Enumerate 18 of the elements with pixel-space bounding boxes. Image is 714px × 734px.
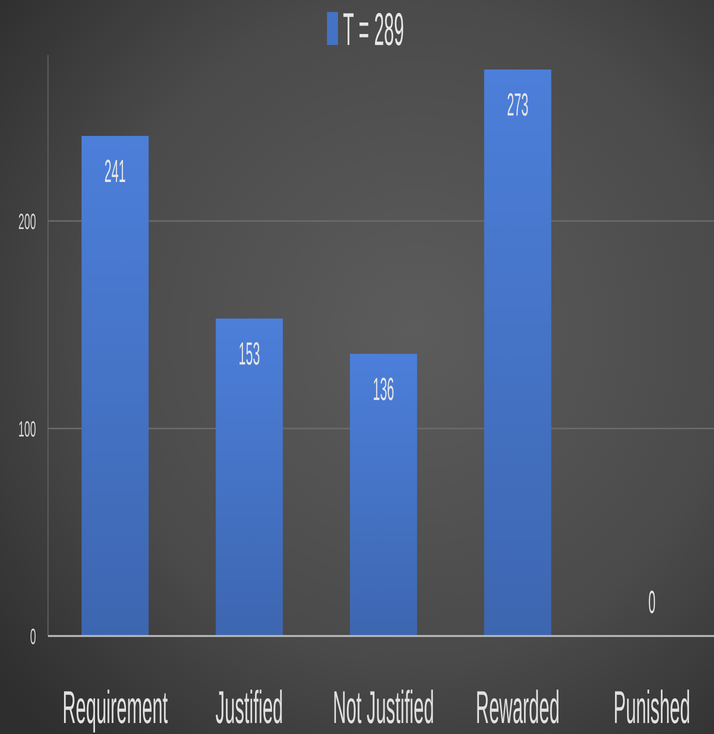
data-label: 241 [104, 154, 126, 190]
data-label: 153 [238, 336, 260, 372]
bar [350, 354, 418, 636]
data-label: 273 [507, 88, 528, 124]
x-tick-label: Justified [216, 682, 284, 734]
y-tick-label: 100 [18, 416, 36, 442]
x-tick-label: Rewarded [476, 682, 560, 734]
legend-label: T = 289 [343, 4, 404, 56]
data-label: 136 [372, 372, 394, 408]
x-tick-label: Not Justified [332, 682, 434, 734]
bar [82, 136, 149, 636]
data-label: 0 [648, 585, 656, 621]
bar [484, 70, 552, 636]
y-tick-label: 200 [18, 208, 36, 234]
x-tick-label: Requirement [62, 682, 168, 734]
bar [216, 318, 283, 636]
y-tick-label: 0 [30, 624, 36, 650]
x-tick-label: Punished [614, 682, 690, 734]
